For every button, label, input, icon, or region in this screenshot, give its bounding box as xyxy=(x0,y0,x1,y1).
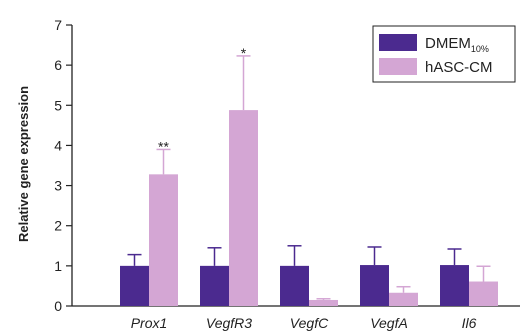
bar-prox1-hasc-cm xyxy=(149,174,178,306)
bar-vegfc-dmem xyxy=(280,265,309,306)
significance-marker: ** xyxy=(158,138,169,154)
y-tick-label: 4 xyxy=(54,137,62,153)
x-category-label: VegfR3 xyxy=(206,315,252,331)
bar-vegfc-hasc-cm xyxy=(309,299,338,306)
bar-il6-hasc-cm xyxy=(469,281,498,306)
legend-label: hASC-CM xyxy=(425,59,493,76)
legend: DMEM10%hASC-CM xyxy=(372,25,516,83)
y-axis-title: Relative gene expression xyxy=(16,86,31,242)
legend-subscript: 10% xyxy=(471,44,489,54)
x-category-label: Il6 xyxy=(462,315,477,331)
bars: Prox1 VegfR3 VegfC VegfA Il6*** xyxy=(120,45,498,331)
bar-il6-dmem xyxy=(440,265,469,306)
y-tick-label: 6 xyxy=(54,57,62,73)
significance-marker: * xyxy=(241,45,247,61)
y-tick-label: 5 xyxy=(54,97,62,113)
y-tick-label: 1 xyxy=(54,258,62,274)
y-tick-label: 0 xyxy=(54,298,62,314)
y-tick-label: 3 xyxy=(54,178,62,194)
legend-swatch xyxy=(379,34,417,51)
y-tick-label: 2 xyxy=(54,218,62,234)
x-category-label: VegfA xyxy=(370,315,408,331)
x-category-label: Prox1 xyxy=(131,315,168,331)
bar-prox1-dmem xyxy=(120,265,149,306)
bar-vegfa-dmem xyxy=(360,265,389,306)
y-tick-label: 7 xyxy=(54,17,62,33)
bar-vegfa-hasc-cm xyxy=(389,292,418,306)
bar-vegfr3-dmem xyxy=(200,265,229,306)
x-category-label: VegfC xyxy=(290,315,329,331)
bar-vegfr3-hasc-cm xyxy=(229,110,258,306)
legend-swatch xyxy=(379,58,417,75)
